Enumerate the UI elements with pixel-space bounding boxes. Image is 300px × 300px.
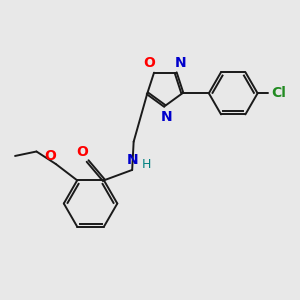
Text: Cl: Cl <box>271 86 286 100</box>
Text: O: O <box>144 56 155 70</box>
Text: O: O <box>76 145 88 159</box>
Text: O: O <box>44 148 56 163</box>
Text: N: N <box>174 56 186 70</box>
Text: H: H <box>142 158 151 171</box>
Text: N: N <box>126 153 138 167</box>
Text: N: N <box>160 110 172 124</box>
